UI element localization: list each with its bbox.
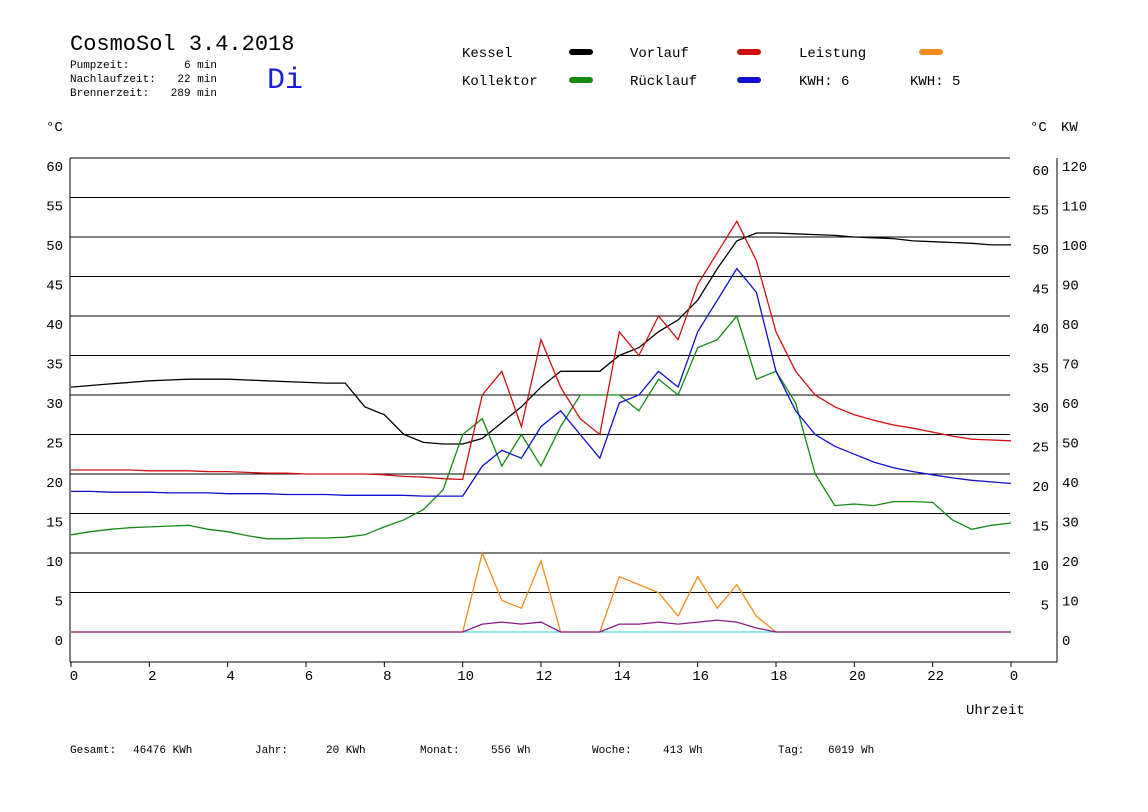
x-tick-label: 20: [849, 669, 866, 685]
y-axis-label: °C: [46, 120, 63, 136]
y2-tick-label: 50: [1062, 436, 1079, 452]
y-tick-label-right: 10: [1032, 559, 1049, 575]
y-tick-label-right: 55: [1032, 203, 1049, 219]
x-tick-label: 10: [457, 669, 474, 685]
y2-tick-label: 80: [1062, 318, 1079, 334]
y-tick-label: 20: [46, 476, 63, 492]
x-tick-label: 6: [305, 669, 313, 685]
info-label: Pumpzeit:: [70, 60, 129, 72]
y-tick-label-right: 30: [1032, 401, 1049, 417]
kwh-label: KWH: 6: [799, 74, 849, 90]
info-label: Nachlaufzeit:: [70, 74, 156, 86]
series-line: [70, 232, 1011, 445]
legend-label: Kollektor: [462, 74, 538, 90]
y-tick-label: 30: [46, 397, 63, 413]
x-tick-label: 4: [226, 669, 234, 685]
footer-value: 556 Wh: [491, 745, 531, 757]
y2-tick-label: 40: [1062, 476, 1079, 492]
y-tick-label: 50: [46, 239, 63, 255]
footer-value: 46476 KWh: [133, 745, 192, 757]
x-tick-label: 22: [927, 669, 944, 685]
chart-title: CosmoSol 3.4.2018: [70, 32, 294, 57]
footer-value: 413 Wh: [663, 745, 703, 757]
series-line: [71, 219, 1012, 481]
x-tick-label: 0: [1010, 669, 1018, 685]
y2-tick-label: 70: [1062, 357, 1079, 373]
y-tick-label: 10: [46, 555, 63, 571]
footer-label: Woche:: [592, 745, 632, 757]
info-label: Brennerzeit:: [70, 88, 149, 100]
footer-label: Monat:: [420, 745, 460, 757]
series-line: [71, 267, 1012, 497]
y-tick-label-right: 40: [1032, 322, 1049, 338]
y-tick-label: 15: [46, 515, 63, 531]
legend-label: Kessel: [462, 46, 512, 62]
series-line: [71, 619, 1011, 633]
y-tick-label: 25: [46, 436, 63, 452]
legend-label: Rücklauf: [630, 74, 697, 90]
x-tick-label: 2: [148, 669, 156, 685]
y-tick-label-right: 5: [1041, 598, 1049, 614]
y2-tick-label: 90: [1062, 278, 1079, 294]
y2-tick-label: 100: [1062, 239, 1087, 255]
y-tick-label: 60: [46, 160, 63, 176]
x-tick-label: 0: [70, 669, 78, 685]
legend-label: Leistung: [799, 46, 866, 62]
x-tick-label: 18: [771, 669, 788, 685]
weekday: Di: [267, 64, 303, 98]
y-axis-label-right: °C: [1030, 120, 1047, 136]
x-tick-label: 14: [614, 669, 631, 685]
y2-axis-label: KW: [1061, 120, 1078, 136]
series-line: [70, 314, 1012, 540]
y2-tick-label: 10: [1062, 594, 1079, 610]
x-tick-label: 12: [536, 669, 553, 685]
x-axis-label: Uhrzeit: [966, 703, 1025, 719]
footer-value: 6019 Wh: [828, 745, 874, 757]
y-tick-label-right: 45: [1032, 282, 1049, 298]
footer-label: Gesamt:: [70, 745, 116, 757]
y-tick-label-right: 35: [1032, 361, 1049, 377]
y-tick-label-right: 50: [1032, 243, 1049, 259]
y-tick-label: 5: [55, 594, 63, 610]
x-tick-label: 16: [692, 669, 709, 685]
info-value: 6 min: [184, 60, 217, 72]
y2-tick-label: 60: [1062, 397, 1079, 413]
info-value: 22 min: [177, 74, 217, 86]
y2-tick-label: 110: [1062, 199, 1087, 215]
legend-label: KWH: 5: [910, 74, 960, 90]
footer-label: Jahr:: [255, 745, 288, 757]
y-tick-label-right: 20: [1032, 480, 1049, 496]
y2-tick-label: 30: [1062, 515, 1079, 531]
x-tick-label: 8: [383, 669, 391, 685]
y2-tick-label: 20: [1062, 555, 1079, 571]
y-tick-label-right: 60: [1032, 164, 1049, 180]
y-tick-label: 35: [46, 357, 63, 373]
legend-label: Vorlauf: [630, 46, 689, 62]
y2-tick-label: 120: [1062, 160, 1087, 176]
footer-label: Tag:: [778, 745, 804, 757]
info-value: 289 min: [171, 88, 217, 100]
y-tick-label: 0: [55, 634, 63, 650]
y2-tick-label: 0: [1062, 634, 1070, 650]
y-tick-label-right: 15: [1032, 519, 1049, 535]
y-tick-label: 40: [46, 318, 63, 334]
y-tick-label: 55: [46, 199, 63, 215]
footer-value: 20 KWh: [326, 745, 366, 757]
y-tick-label: 45: [46, 278, 63, 294]
y-tick-label-right: 25: [1032, 440, 1049, 456]
